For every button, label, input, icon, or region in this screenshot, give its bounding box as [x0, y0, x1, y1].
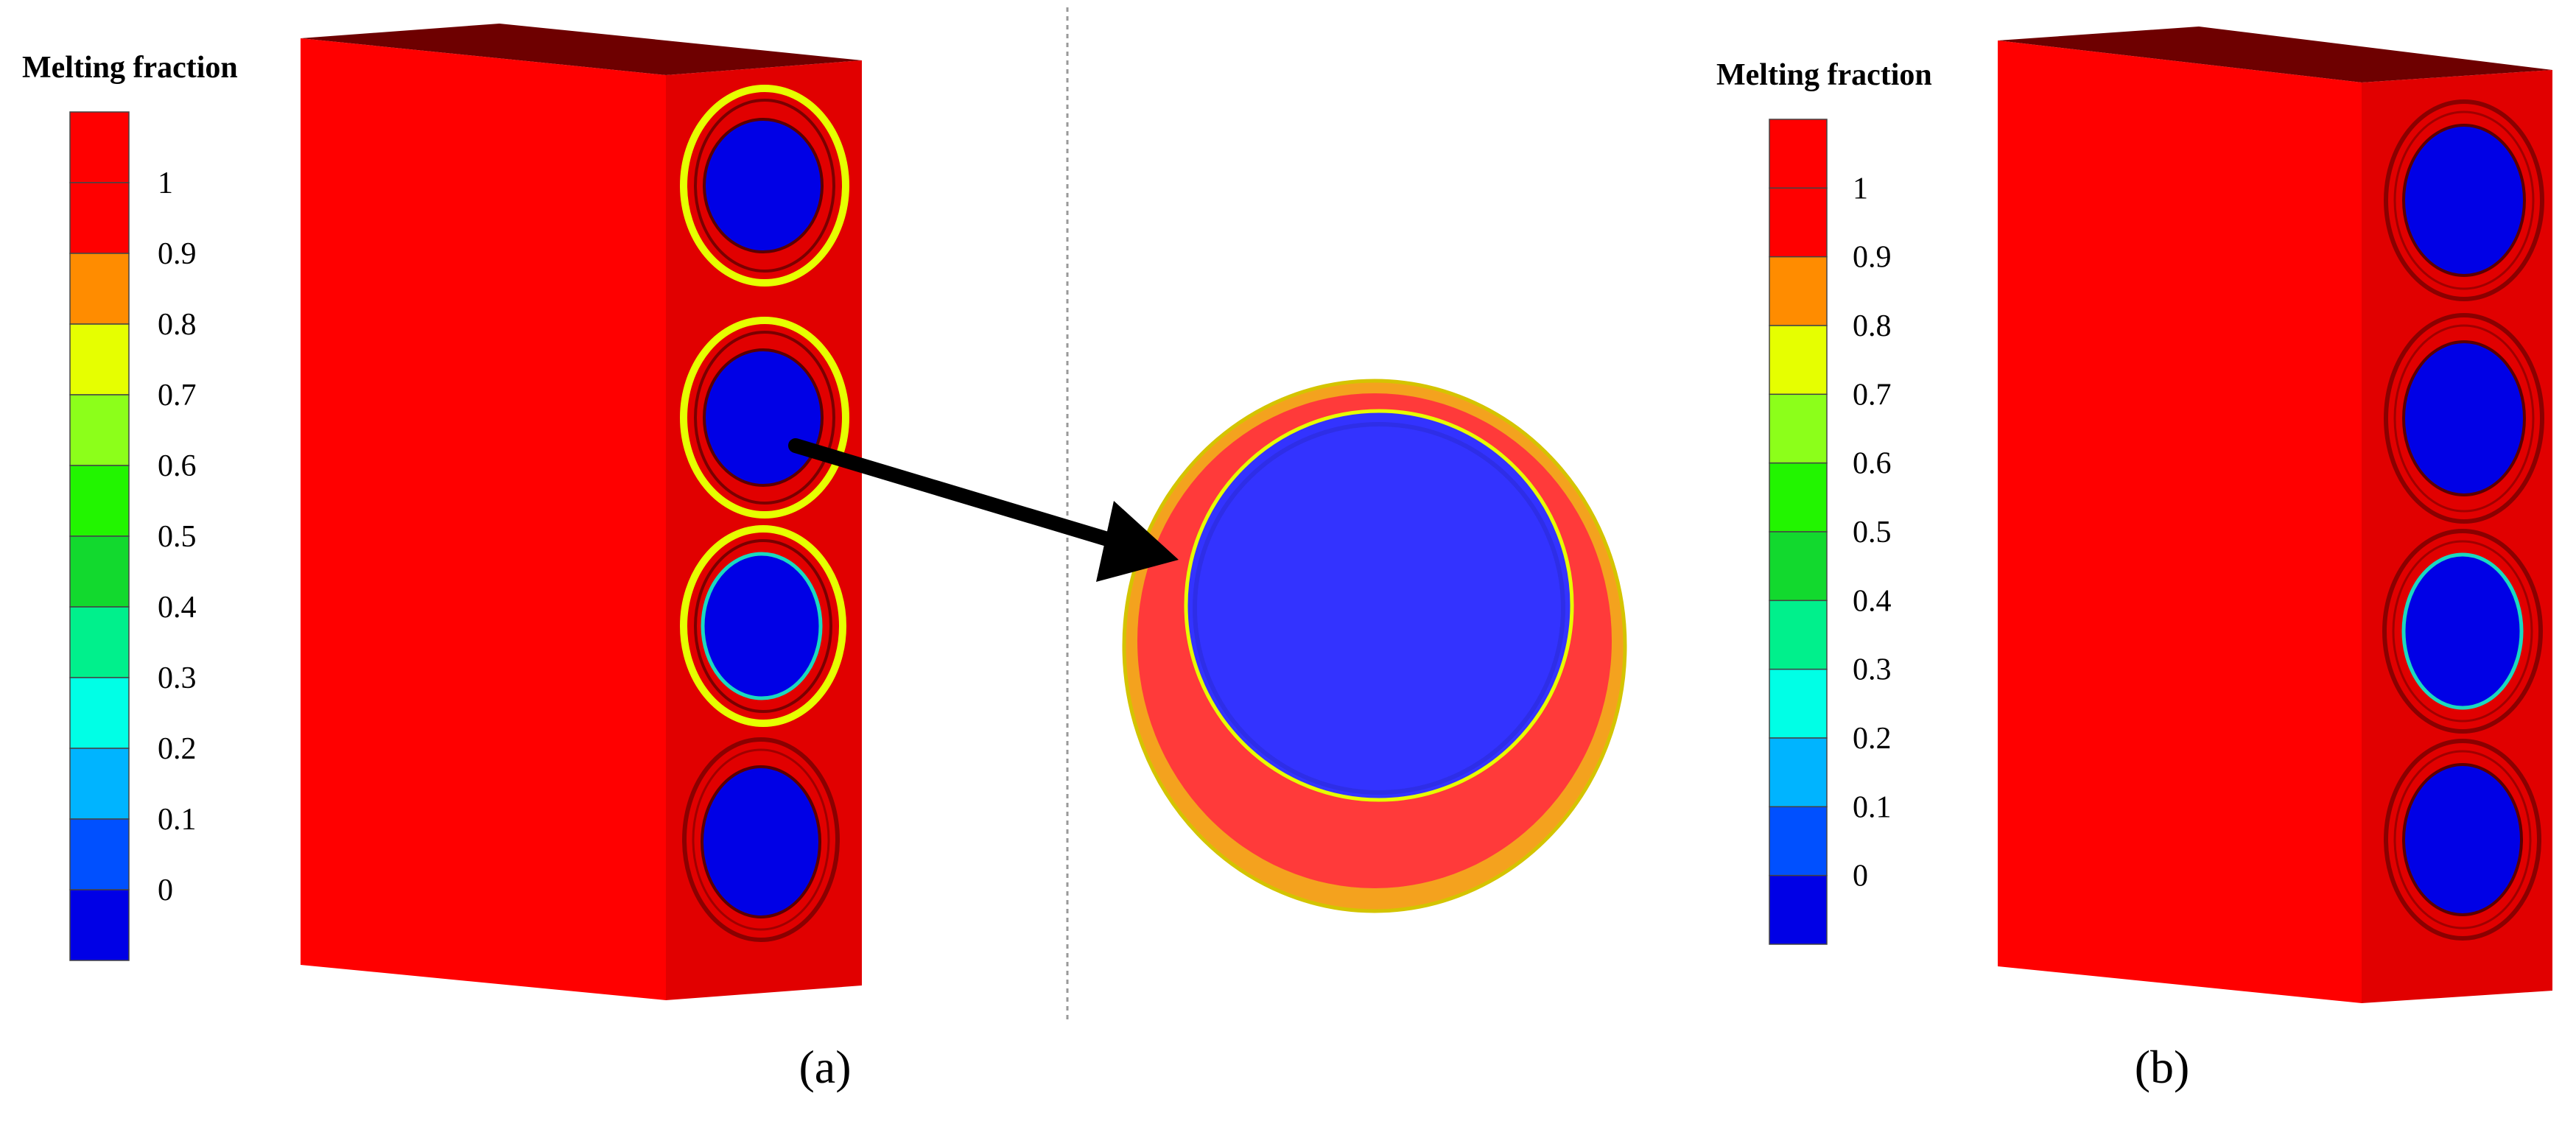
tube-b-2 [2384, 313, 2544, 524]
legend-b-swatch [1769, 874, 1828, 945]
legend-b-tick-label: 0.5 [1853, 516, 1892, 549]
legend-b-tick-label: 0.4 [1853, 584, 1892, 618]
tube-a-2 [680, 317, 849, 519]
tube-a-3 [680, 525, 846, 727]
legend-a-tick-label: 0 [158, 874, 173, 907]
legend-b-swatch [1769, 737, 1828, 808]
legend-a-swatch [69, 111, 130, 183]
tube-b-4 [2384, 739, 2541, 941]
block-a-top-face [301, 24, 862, 75]
block-a-front-face [301, 38, 666, 1000]
legend-a-swatch [69, 253, 130, 325]
legend-a-swatch [69, 182, 130, 254]
legend-b-swatch [1769, 806, 1828, 876]
legend-a-tick-label: 0.6 [158, 449, 197, 483]
legend-b-tick-label: 0 [1853, 860, 1868, 893]
legend-b-swatch [1769, 600, 1828, 670]
caption-b: (b) [2135, 1041, 2190, 1093]
legend-a-swatch [69, 465, 130, 537]
legend-b-tick-label: 0.3 [1853, 653, 1892, 687]
legend-a-swatch [69, 748, 130, 820]
legend-a-swatch [69, 889, 130, 961]
legend-a-swatch [69, 394, 130, 466]
legend-a-tick-label: 0.5 [158, 520, 197, 554]
legend-a-tick-label: 0.8 [158, 308, 197, 342]
legend-b-tick-label: 0.7 [1853, 378, 1892, 412]
legend-a-tick-label: 0.4 [158, 591, 197, 625]
legend-b-tick-label: 0.8 [1853, 309, 1892, 343]
legend-a-colorbar [69, 111, 130, 961]
legend-b-title: Melting fraction [1716, 58, 1932, 92]
legend-b-swatch [1769, 256, 1828, 326]
legend-b-swatch [1769, 393, 1828, 464]
legend-b-ticks: 1 0.9 0.8 0.7 0.6 0.5 0.4 0.3 0.2 0.1 0 [1853, 172, 1892, 893]
legend-a-tick-label: 0.1 [158, 803, 197, 837]
legend-b-tick-label: 1 [1853, 172, 1868, 205]
caption-a: (a) [799, 1041, 851, 1093]
legend-a-swatch [69, 606, 130, 678]
legend-b-swatch [1769, 119, 1828, 189]
tube-b-1 [2384, 99, 2544, 301]
legend-b-tick-label: 0.6 [1853, 447, 1892, 481]
legend-b: Melting fraction 1 0.9 0.8 0.7 0.6 0.5 0.4 0.3 0… [1716, 58, 1932, 945]
block-b [1998, 27, 2552, 1003]
legend-b-colorbar [1769, 119, 1828, 945]
legend-b-tick-label: 0.2 [1853, 722, 1892, 756]
legend-a-tick-label: 0.7 [158, 379, 197, 412]
legend-b-swatch [1769, 462, 1828, 533]
arrow-icon [788, 438, 1179, 582]
block-b-top-face [1998, 27, 2552, 82]
legend-b-tick-label: 0.1 [1853, 790, 1892, 824]
legend-a-title: Melting fraction [22, 51, 238, 85]
tube-a-1 [680, 85, 849, 287]
legend-b-swatch [1769, 187, 1828, 258]
block-b-front-face [1998, 41, 2362, 1003]
legend-b-swatch [1769, 531, 1828, 602]
block-a [301, 24, 862, 1000]
tube-b-3 [2382, 529, 2543, 734]
legend-b-swatch [1769, 668, 1828, 739]
legend-a-swatch [69, 818, 130, 890]
legend-a-swatch [69, 323, 130, 396]
tube-a-4 [682, 737, 840, 942]
legend-b-tick-label: 0.9 [1853, 241, 1892, 275]
legend-a: Melting fraction 1 0.9 0.8 0.7 0.6 0.5 0.4 0.3 0… [22, 51, 238, 961]
zoom-solid-core [1184, 409, 1574, 802]
legend-a-swatch [69, 535, 130, 608]
legend-a-swatch [69, 677, 130, 749]
legend-a-tick-label: 0.2 [158, 732, 197, 766]
legend-a-tick-label: 0.3 [158, 661, 197, 695]
legend-a-tick-label: 0.9 [158, 237, 197, 271]
legend-b-swatch [1769, 325, 1828, 396]
zoomed-tube [1122, 379, 1627, 913]
legend-a-tick-label: 1 [158, 166, 173, 200]
legend-a-ticks: 1 0.9 0.8 0.7 0.6 0.5 0.4 0.3 0.2 0.1 0 [158, 166, 197, 907]
